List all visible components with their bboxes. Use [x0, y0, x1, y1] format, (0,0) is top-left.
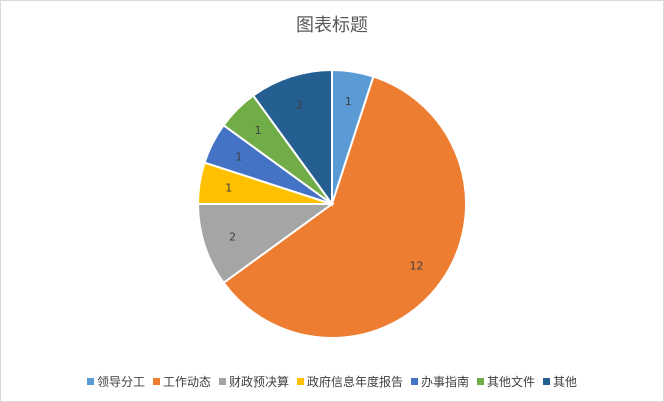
legend-item-1: 工作动态 — [152, 373, 211, 390]
legend: 领导分工 工作动态 财政预决算 政府信息年度报告 办事指南 其他文件 其他 — [1, 373, 663, 390]
data-label-6: 2 — [296, 99, 303, 112]
legend-item-5: 其他文件 — [477, 373, 535, 390]
data-label-1: 12 — [410, 259, 424, 272]
legend-item-6: 其他 — [543, 373, 577, 390]
chart-title: 图表标题 — [296, 15, 368, 36]
legend-item-4: 办事指南 — [411, 373, 469, 390]
legend-item-2: 财政预决算 — [218, 373, 289, 390]
data-label-3: 1 — [225, 182, 232, 195]
legend-item-0: 领导分工 — [86, 373, 145, 390]
legend-swatch-1 — [152, 378, 160, 385]
legend-label-5: 其他文件 — [487, 375, 536, 389]
legend-swatch-4 — [411, 378, 418, 385]
legend-label-6: 其他 — [553, 375, 578, 389]
legend-label-3: 政府信息年度报告 — [306, 375, 403, 389]
pie-slice-2 — [196, 203, 336, 285]
data-label-5: 1 — [255, 124, 262, 137]
legend-swatch-6 — [543, 378, 551, 385]
data-label-2: 2 — [229, 230, 236, 243]
data-label-4: 1 — [235, 151, 242, 164]
data-label-0: 1 — [345, 95, 352, 108]
legend-label-4: 办事指南 — [421, 375, 470, 389]
pie-slice-6 — [251, 68, 333, 208]
legend-swatch-2 — [218, 378, 226, 385]
legend-swatch-5 — [477, 378, 485, 385]
legend-label-2: 财政预决算 — [228, 375, 289, 389]
pie-slice-1 — [222, 75, 467, 339]
legend-label-1: 工作动态 — [162, 375, 211, 389]
legend-label-0: 领导分工 — [96, 375, 145, 389]
legend-swatch-0 — [86, 378, 94, 385]
legend-swatch-3 — [296, 378, 304, 385]
legend-item-3: 政府信息年度报告 — [296, 373, 403, 390]
